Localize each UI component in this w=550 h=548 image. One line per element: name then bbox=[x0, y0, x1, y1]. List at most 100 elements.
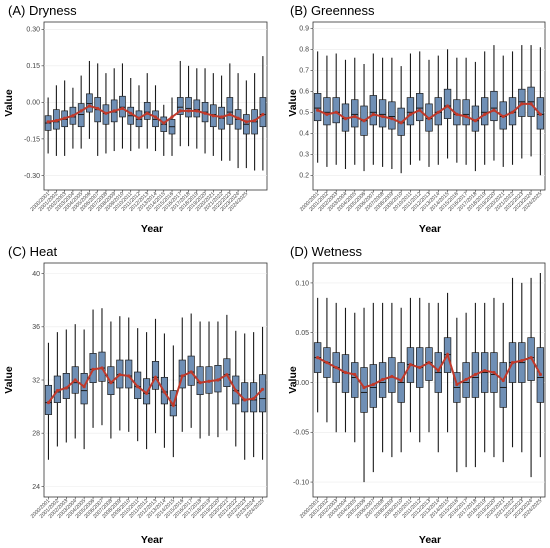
box-body bbox=[323, 97, 331, 126]
trend-point bbox=[381, 114, 385, 119]
trend-point bbox=[325, 360, 329, 365]
y-tick-label: 0.3 bbox=[299, 152, 309, 159]
trend-point bbox=[445, 104, 450, 108]
x-axis-title: Year bbox=[141, 223, 163, 235]
trend-point bbox=[219, 115, 224, 119]
trend-point bbox=[492, 370, 496, 375]
box-14 bbox=[434, 302, 442, 453]
y-tick-label: 0.6 bbox=[299, 89, 309, 96]
trend-point bbox=[418, 108, 422, 112]
trend-point bbox=[100, 366, 104, 370]
trend-point bbox=[243, 398, 247, 402]
box-body bbox=[196, 366, 204, 395]
box-body bbox=[258, 374, 267, 413]
trend-point bbox=[189, 370, 193, 374]
box-body bbox=[143, 101, 151, 120]
trend-point bbox=[510, 360, 515, 365]
trend-point bbox=[399, 121, 403, 125]
box-body bbox=[193, 99, 201, 118]
trend-point bbox=[211, 114, 215, 118]
box-8 bbox=[378, 57, 387, 167]
trend-point bbox=[529, 355, 533, 360]
trend-point bbox=[186, 109, 191, 113]
trend-point bbox=[244, 120, 248, 124]
trend-point bbox=[55, 389, 59, 393]
trend-point bbox=[436, 110, 440, 114]
box-3 bbox=[332, 53, 340, 165]
box-body bbox=[176, 97, 184, 115]
trend-point bbox=[178, 109, 182, 113]
trend-point bbox=[418, 365, 422, 370]
trend-point bbox=[137, 116, 141, 120]
panel-1: -0.30-0.150.000.150.302000/20012001/2002… bbox=[3, 3, 268, 235]
trend-point bbox=[408, 112, 413, 116]
box-20 bbox=[490, 45, 498, 161]
x-axis-title: Year bbox=[419, 534, 441, 546]
box-body bbox=[388, 101, 396, 130]
y-tick-label: 0.9 bbox=[299, 26, 309, 33]
trend-point bbox=[427, 360, 431, 365]
box-body bbox=[416, 93, 424, 122]
trend-point bbox=[109, 381, 113, 385]
box-body bbox=[226, 97, 234, 125]
panel-title: (D) Wetness bbox=[290, 244, 362, 259]
trend-point bbox=[153, 375, 158, 379]
y-tick-label: 0.30 bbox=[26, 27, 40, 34]
box-body bbox=[185, 97, 192, 118]
trend-point bbox=[127, 374, 131, 378]
box-body bbox=[360, 367, 368, 413]
trend-point bbox=[180, 374, 184, 378]
trend-point bbox=[390, 374, 394, 379]
trend-point bbox=[473, 372, 477, 377]
box-body bbox=[86, 93, 93, 113]
trend-point bbox=[464, 377, 468, 382]
trend-point bbox=[316, 108, 320, 112]
box-body bbox=[351, 362, 359, 398]
y-tick-label: 32 bbox=[32, 377, 40, 384]
trend-point bbox=[381, 377, 385, 382]
box-body bbox=[490, 90, 498, 122]
trend-point bbox=[203, 111, 207, 115]
y-tick-label: 0.5 bbox=[299, 110, 309, 117]
trend-point bbox=[64, 386, 68, 390]
trend-point bbox=[198, 381, 202, 385]
trend-point bbox=[71, 114, 75, 118]
trend-point bbox=[362, 385, 366, 390]
trend-point bbox=[343, 117, 348, 121]
trend-point bbox=[529, 102, 533, 106]
trend-point bbox=[153, 115, 158, 119]
box-body bbox=[378, 99, 387, 128]
trend-point bbox=[510, 110, 515, 114]
box-17 bbox=[462, 57, 470, 165]
trend-point bbox=[171, 403, 175, 407]
box-25 bbox=[243, 80, 250, 169]
trend-point bbox=[96, 106, 100, 111]
trend-point bbox=[104, 111, 108, 115]
trend-point bbox=[252, 397, 256, 401]
box-6 bbox=[86, 60, 93, 139]
trend-point bbox=[436, 368, 440, 373]
trend-point bbox=[118, 373, 122, 377]
box-24 bbox=[527, 45, 535, 157]
trend-point bbox=[492, 108, 496, 112]
trend-point bbox=[63, 116, 67, 120]
y-tick-label: -0.10 bbox=[293, 479, 309, 486]
box-body bbox=[313, 93, 322, 122]
trend-point bbox=[316, 355, 320, 360]
trend-point bbox=[325, 112, 329, 116]
y-axis-title: Value bbox=[3, 366, 15, 394]
y-tick-label: 28 bbox=[32, 431, 40, 438]
panel-title: (B) Greenness bbox=[290, 3, 375, 18]
y-tick-label: 0.05 bbox=[295, 330, 309, 337]
trend-point bbox=[464, 114, 468, 119]
y-tick-label: 0.00 bbox=[295, 380, 309, 387]
box-16 bbox=[453, 317, 461, 473]
trend-point bbox=[261, 112, 265, 117]
box-body bbox=[462, 99, 470, 126]
trend-point bbox=[501, 378, 505, 383]
panel-title: (A) Dryness bbox=[8, 3, 77, 18]
box-body bbox=[119, 95, 126, 118]
box-body bbox=[499, 362, 507, 408]
trend-point bbox=[427, 117, 431, 121]
trend-point bbox=[129, 111, 133, 115]
